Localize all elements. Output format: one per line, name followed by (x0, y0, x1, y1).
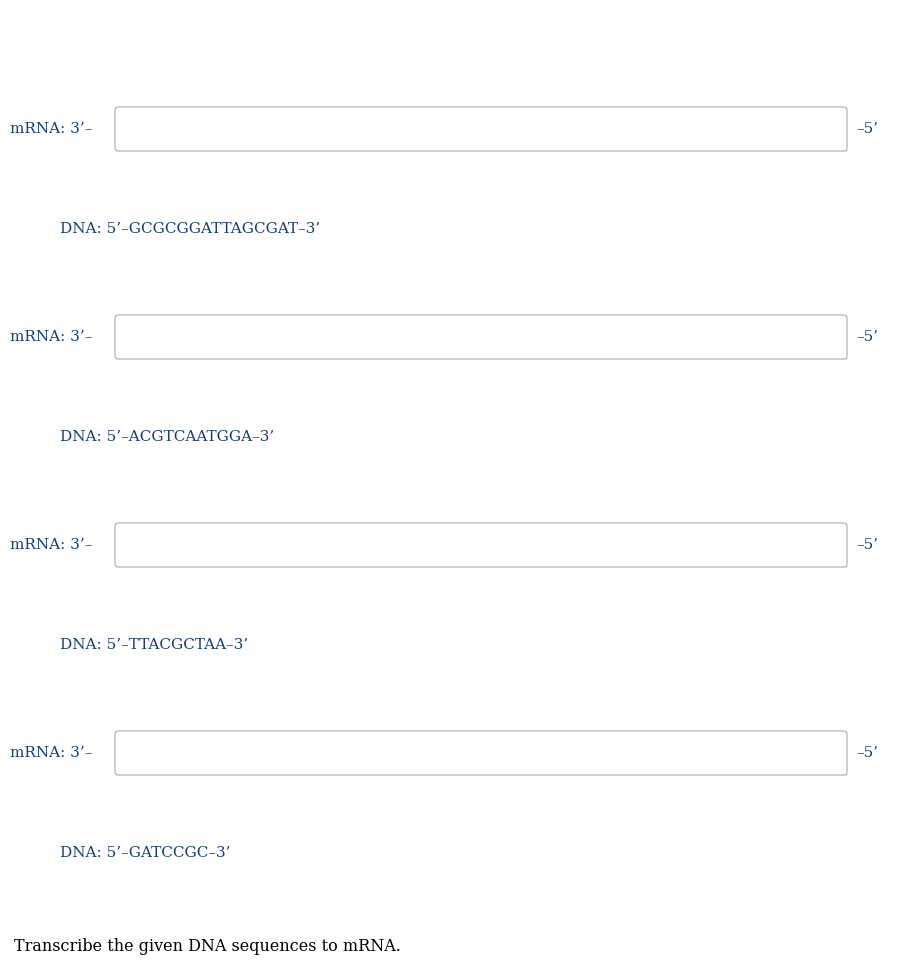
Text: mRNA: 3’–: mRNA: 3’– (10, 330, 92, 344)
Text: mRNA: 3’–: mRNA: 3’– (10, 746, 92, 760)
FancyBboxPatch shape (115, 731, 847, 775)
Text: DNA: 5’–TTACGCTAA–3’: DNA: 5’–TTACGCTAA–3’ (60, 638, 248, 652)
Text: DNA: 5’–GATCCGC–3’: DNA: 5’–GATCCGC–3’ (60, 846, 230, 860)
FancyBboxPatch shape (115, 315, 847, 359)
Text: –5’: –5’ (856, 746, 878, 760)
Text: –5’: –5’ (856, 330, 878, 344)
Text: mRNA: 3’–: mRNA: 3’– (10, 538, 92, 552)
Text: –5’: –5’ (856, 122, 878, 136)
FancyBboxPatch shape (115, 107, 847, 151)
Text: Transcribe the given DNA sequences to mRNA.: Transcribe the given DNA sequences to mR… (14, 938, 400, 955)
Text: DNA: 5’–ACGTCAATGGA–3’: DNA: 5’–ACGTCAATGGA–3’ (60, 430, 275, 444)
FancyBboxPatch shape (115, 523, 847, 567)
Text: mRNA: 3’–: mRNA: 3’– (10, 122, 92, 136)
Text: –5’: –5’ (856, 538, 878, 552)
Text: DNA: 5’–GCGCGGATTAGCGAT–3’: DNA: 5’–GCGCGGATTAGCGAT–3’ (60, 222, 320, 236)
